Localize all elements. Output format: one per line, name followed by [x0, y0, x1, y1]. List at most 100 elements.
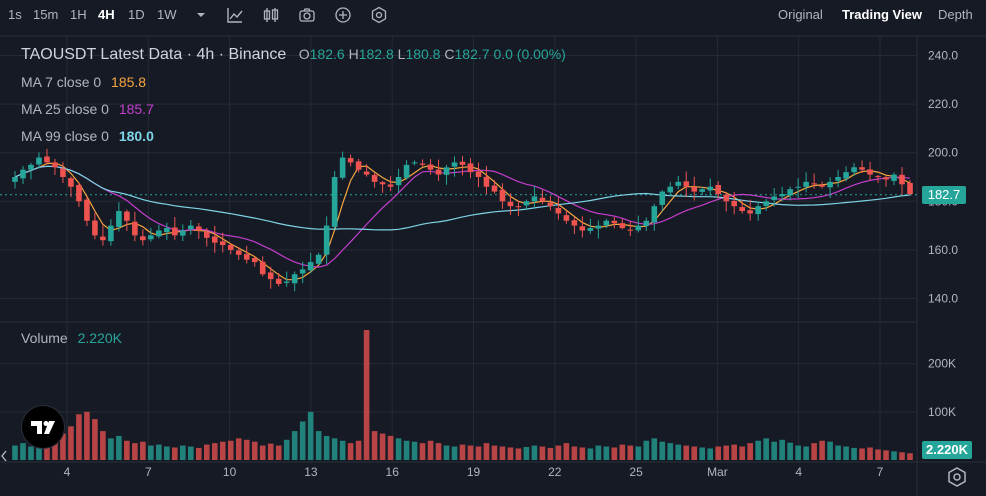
time-tick-label: 7 — [145, 465, 152, 479]
volume-bar — [587, 448, 594, 460]
last-price-tag: 182.7 — [922, 185, 966, 204]
line-tool-icon[interactable] — [226, 6, 244, 24]
candle-body — [451, 162, 458, 167]
ma7-legend[interactable]: MA 7 close 0 185.8 — [21, 74, 146, 90]
volume-legend[interactable]: Volume 2.220K — [21, 330, 122, 346]
tradingview-logo[interactable] — [22, 406, 64, 448]
volume-bar — [571, 446, 578, 460]
candle-type-icon[interactable] — [262, 6, 280, 24]
candle-body — [227, 244, 234, 250]
candle-body — [619, 223, 626, 229]
volume-bar — [235, 438, 242, 460]
candle-body — [323, 225, 330, 255]
volume-bar — [651, 438, 658, 460]
volume-bar — [387, 435, 394, 460]
volume-bar — [363, 330, 370, 460]
ohlc-values: O182.6 H182.8 L180.8 C182.7 0.0 (0.00%) — [299, 46, 566, 62]
candle-body — [819, 185, 825, 187]
volume-bar — [12, 445, 18, 460]
price-tick-label: 240.0 — [928, 48, 958, 62]
chevron-down-icon[interactable] — [192, 6, 210, 24]
interval-1d[interactable]: 1D — [128, 7, 145, 22]
close-value: 182.7 — [454, 46, 490, 62]
volume-bar — [459, 444, 466, 460]
candle-body — [715, 185, 722, 195]
volume-bar — [339, 440, 346, 460]
candle-body — [379, 182, 386, 185]
interval-15m[interactable]: 15m — [33, 7, 59, 22]
candle-body — [731, 200, 737, 207]
volume-bar — [403, 440, 410, 460]
candle-body — [172, 227, 178, 236]
candle-body — [563, 215, 570, 221]
chart-toolbar: 1s 15m 1H 4H 1D 1W Original Trading View… — [0, 0, 986, 30]
volume-tick-label: 100K — [928, 405, 956, 419]
volume-bar — [148, 445, 154, 460]
volume-bar — [379, 433, 386, 460]
ma25-value: 185.7 — [118, 101, 154, 117]
volume-bar — [691, 446, 698, 460]
candle-body — [435, 169, 442, 175]
scroll-left-icon[interactable] — [0, 449, 8, 463]
candle-body — [124, 211, 130, 221]
volume-bar — [827, 441, 833, 460]
time-tick-label: 4 — [795, 465, 802, 479]
camera-icon[interactable] — [298, 6, 316, 24]
volume-bar — [547, 447, 554, 460]
volume-bar — [20, 443, 26, 460]
candle-body — [787, 189, 793, 196]
candle-body — [483, 176, 490, 187]
volume-bar — [795, 445, 801, 460]
candle-body — [531, 196, 538, 202]
view-trading-view[interactable]: Trading View — [842, 7, 922, 22]
volume-bar — [180, 445, 186, 460]
interval-1w[interactable]: 1W — [157, 7, 177, 22]
volume-bar — [515, 448, 522, 460]
volume-bar — [555, 445, 562, 460]
candle-body — [651, 206, 658, 223]
candle-body — [587, 228, 594, 231]
ma25-legend[interactable]: MA 25 close 0 185.7 — [21, 101, 154, 117]
volume-value: 2.220K — [77, 330, 122, 346]
candle-body — [363, 171, 370, 175]
candle-body — [443, 167, 450, 175]
candle-body — [60, 168, 66, 177]
view-original[interactable]: Original — [778, 7, 823, 22]
candle-body — [491, 185, 498, 192]
chart-settings-icon[interactable] — [945, 466, 969, 488]
time-tick-label: 19 — [467, 465, 481, 479]
time-tick-label: 7 — [877, 465, 884, 479]
candle-body — [579, 226, 586, 231]
add-indicator-icon[interactable] — [334, 6, 352, 24]
candle-body — [395, 177, 402, 186]
candle-body — [12, 177, 18, 182]
volume-bar — [667, 443, 674, 460]
view-depth[interactable]: Depth — [938, 7, 973, 22]
interval-1h[interactable]: 1H — [70, 7, 87, 22]
volume-bar — [291, 431, 298, 460]
volume-bar — [371, 431, 378, 460]
volume-bar — [683, 445, 690, 460]
candle-body — [20, 169, 26, 179]
candle-body — [259, 261, 266, 275]
volume-bar — [92, 419, 98, 460]
candle-body — [76, 185, 82, 202]
candle-body — [411, 162, 418, 164]
interval-4h[interactable]: 4H — [98, 7, 115, 22]
candle-body — [211, 236, 218, 243]
volume-bar — [307, 411, 314, 460]
settings-hex-icon[interactable] — [370, 6, 388, 24]
volume-label: Volume — [21, 330, 68, 346]
interval-1s[interactable]: 1s — [8, 7, 22, 22]
candle-body — [811, 183, 817, 185]
volume-bar — [172, 447, 178, 460]
ma99-legend[interactable]: MA 99 close 0 180.0 — [21, 128, 154, 144]
volume-bar — [467, 445, 474, 460]
volume-bar — [36, 440, 42, 460]
candle-body — [84, 199, 90, 221]
ma99-value: 180.0 — [118, 128, 154, 144]
candle-body — [299, 269, 306, 274]
candle-body — [843, 172, 849, 179]
candle-body — [52, 162, 58, 168]
